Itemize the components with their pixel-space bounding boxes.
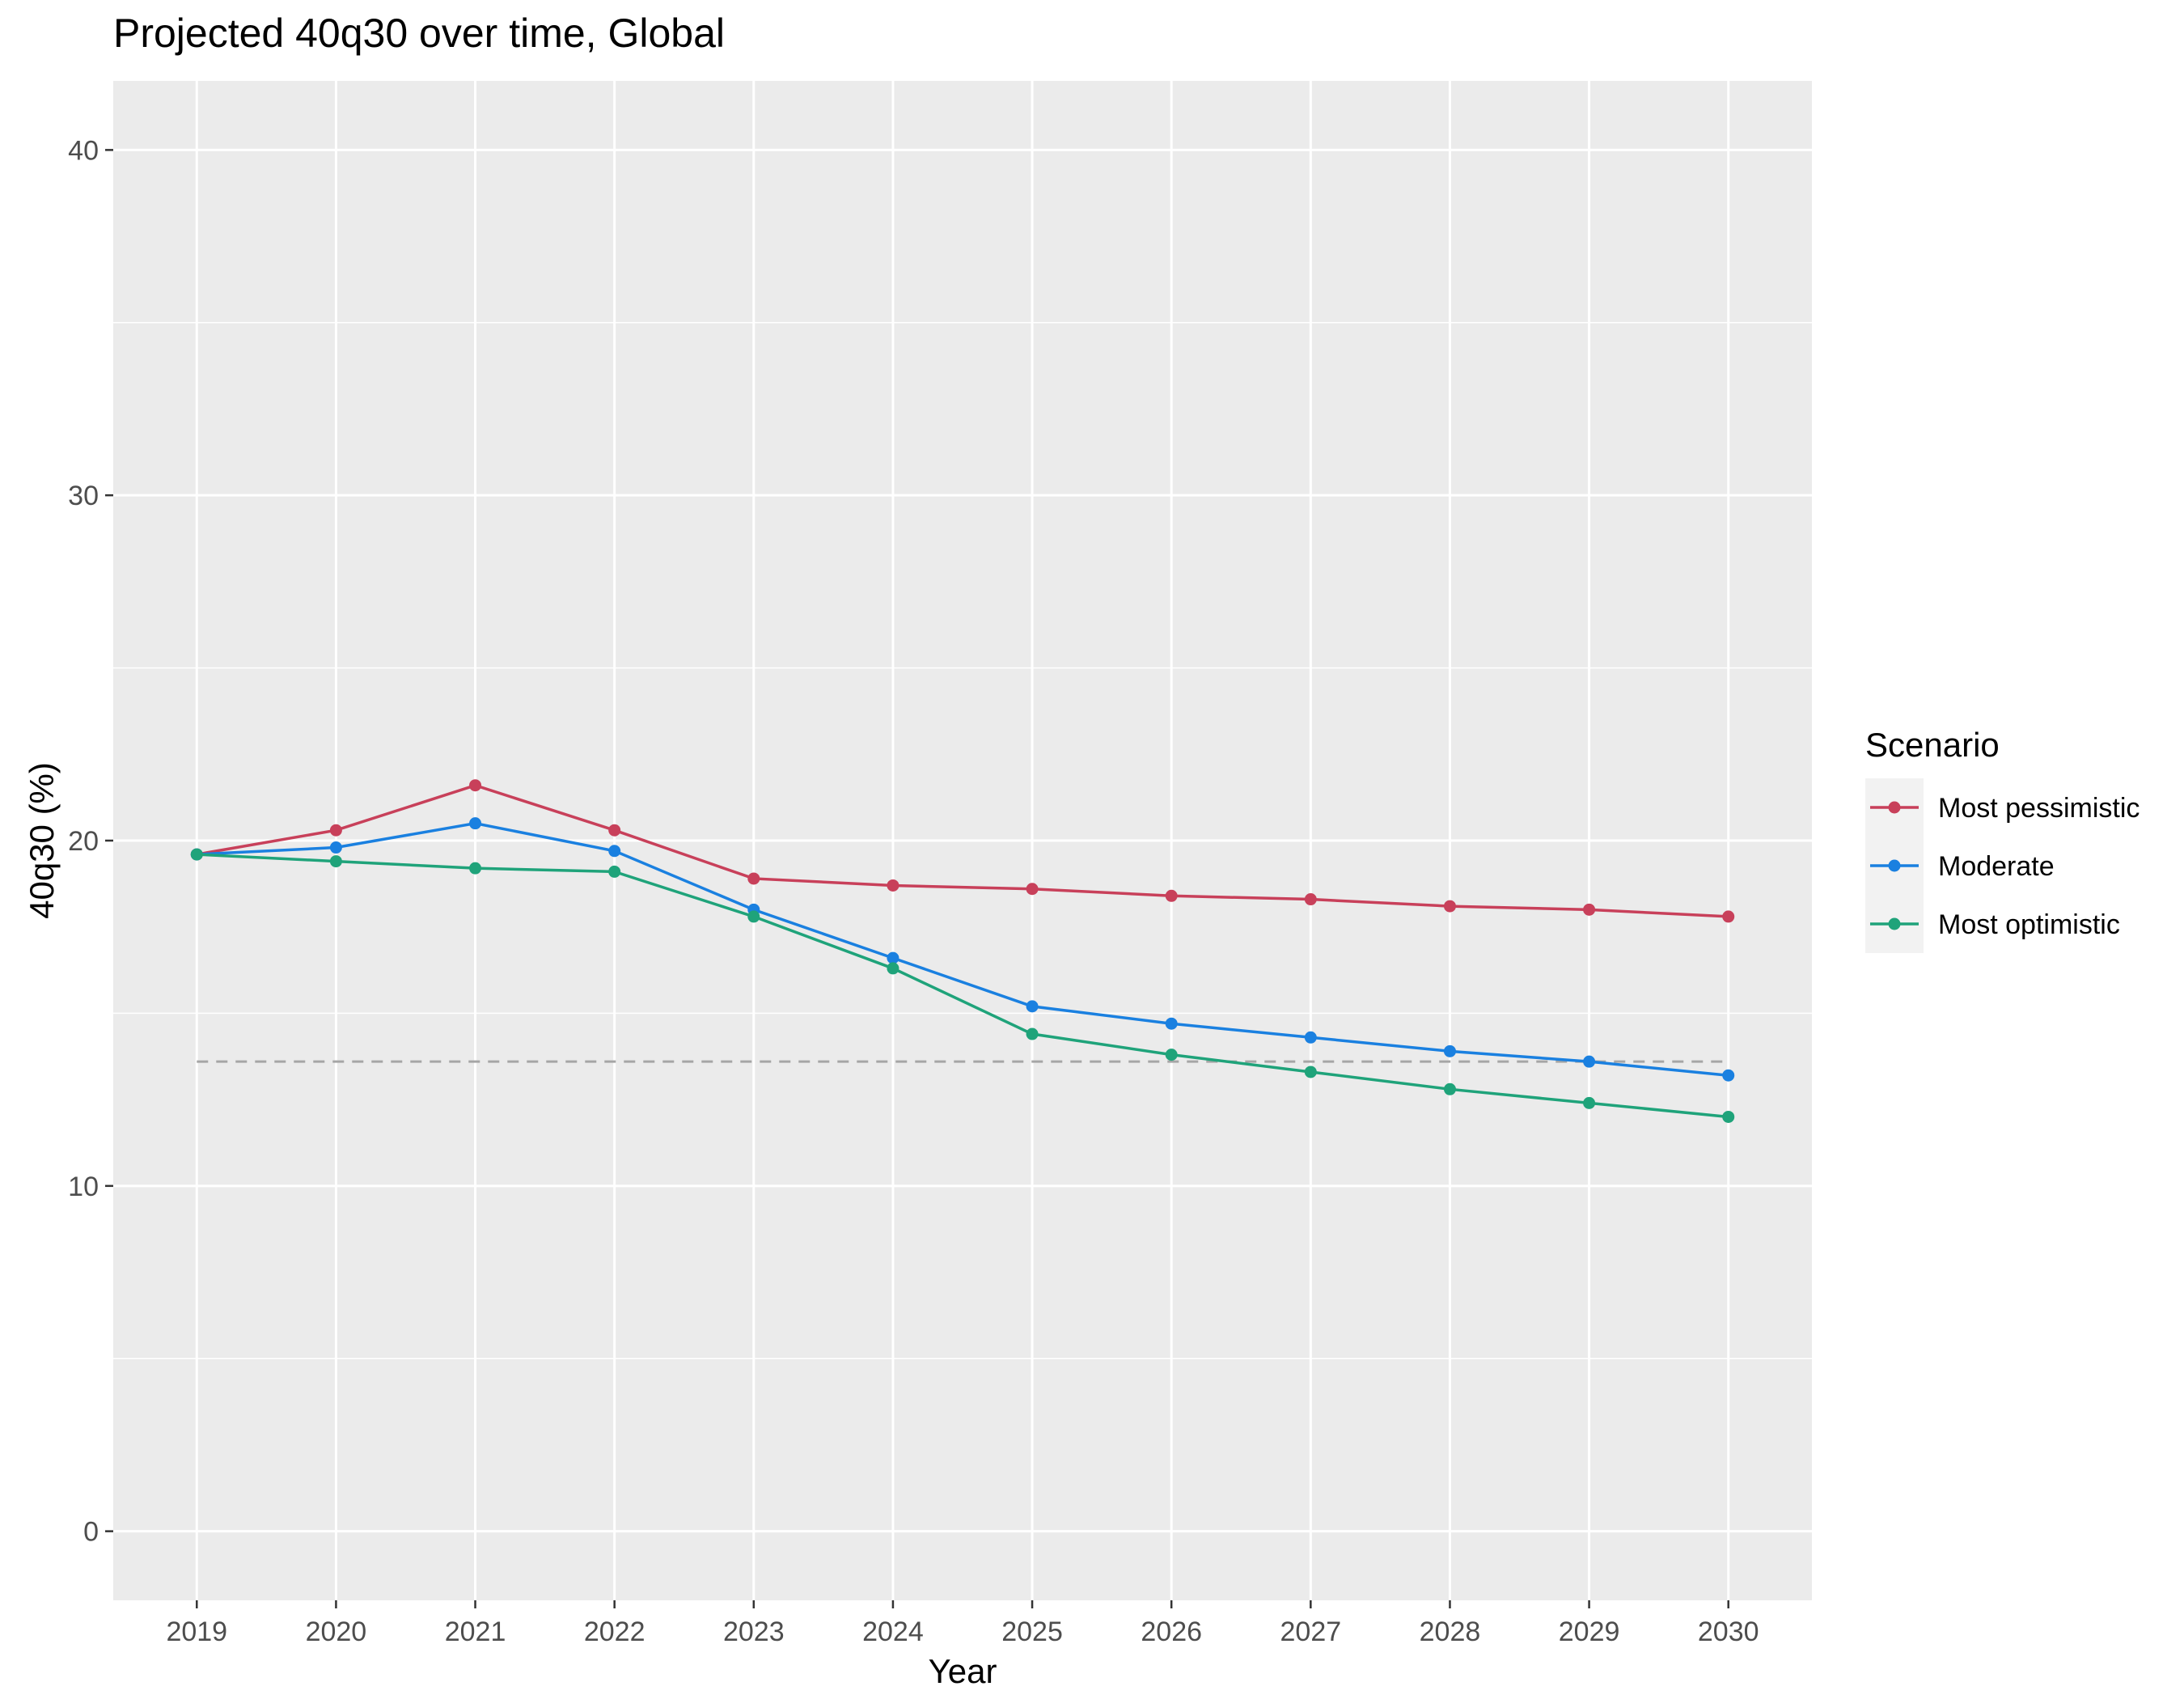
data-point — [1443, 900, 1456, 913]
data-point — [1026, 883, 1039, 896]
x-tick-label: 2023 — [723, 1616, 785, 1647]
x-tick-label: 2022 — [584, 1616, 645, 1647]
legend-title: Scenario — [1865, 726, 2000, 764]
y-tick-label: 40 — [68, 135, 99, 166]
data-point — [1722, 910, 1735, 923]
legend-label: Moderate — [1938, 851, 2055, 882]
series-group — [190, 779, 1735, 1123]
x-tick-label: 2026 — [1141, 1616, 1202, 1647]
data-point — [887, 962, 899, 975]
data-point — [1583, 903, 1596, 916]
series-line — [197, 853, 1729, 1119]
legend-key-point — [1888, 859, 1901, 872]
x-tick-label: 2025 — [1001, 1616, 1063, 1647]
data-point — [329, 855, 342, 868]
data-point — [1443, 1083, 1456, 1095]
x-tick-label: 2024 — [862, 1616, 924, 1647]
x-tick-label: 2030 — [1698, 1616, 1759, 1647]
x-tick-label: 2019 — [166, 1616, 227, 1647]
legend-label: Most pessimistic — [1938, 793, 2140, 824]
data-point — [747, 910, 760, 923]
data-point — [608, 865, 621, 878]
legend: Scenario Most pessimistic Moderate Most opt… — [1865, 726, 2140, 953]
x-tick-label: 2029 — [1559, 1616, 1620, 1647]
data-point — [1583, 1096, 1596, 1109]
data-point — [1304, 893, 1317, 906]
data-point — [1026, 1027, 1039, 1040]
series-line — [196, 783, 1729, 918]
data-point — [1722, 1069, 1735, 1082]
data-point — [1026, 1000, 1039, 1013]
data-point — [1583, 1055, 1596, 1068]
data-point — [1304, 1031, 1317, 1044]
data-point — [190, 848, 203, 861]
x-tick-label: 2027 — [1280, 1616, 1342, 1647]
data-point — [1165, 889, 1178, 902]
x-axis: 2019 2020 2021 2022 2023 2024 2025 2026 2027 2028… — [166, 1600, 1759, 1647]
y-tick-label: 20 — [68, 826, 99, 857]
y-tick-label: 0 — [83, 1517, 99, 1548]
data-point — [329, 841, 342, 854]
x-tick-label: 2020 — [306, 1616, 367, 1647]
grid-lines — [113, 81, 1812, 1600]
data-point — [1165, 1017, 1178, 1030]
legend-key-point — [1888, 801, 1901, 814]
data-point — [1443, 1044, 1456, 1057]
data-point — [608, 845, 621, 858]
data-point — [887, 951, 899, 964]
data-point — [469, 779, 482, 792]
data-point — [1304, 1066, 1317, 1078]
x-axis-label: Year — [929, 1652, 997, 1690]
y-tick-label: 10 — [68, 1172, 99, 1202]
data-point — [608, 824, 621, 837]
data-point — [329, 824, 342, 837]
y-tick-label: 30 — [68, 481, 99, 511]
legend-label: Most optimistic — [1938, 909, 2120, 940]
data-point — [469, 862, 482, 875]
x-tick-label: 2021 — [445, 1616, 506, 1647]
y-axis-label: 40q30 (%) — [23, 762, 61, 919]
legend-key-point — [1888, 917, 1901, 930]
data-point — [469, 817, 482, 830]
x-tick-label: 2028 — [1420, 1616, 1481, 1647]
data-point — [747, 872, 760, 885]
series-line — [197, 821, 1729, 1077]
data-point — [1722, 1110, 1735, 1123]
data-point — [1165, 1049, 1178, 1061]
chart-title: Projected 40q30 over time, Global — [113, 11, 725, 56]
data-point — [887, 879, 899, 892]
y-axis: 0 10 20 30 40 — [68, 135, 113, 1548]
